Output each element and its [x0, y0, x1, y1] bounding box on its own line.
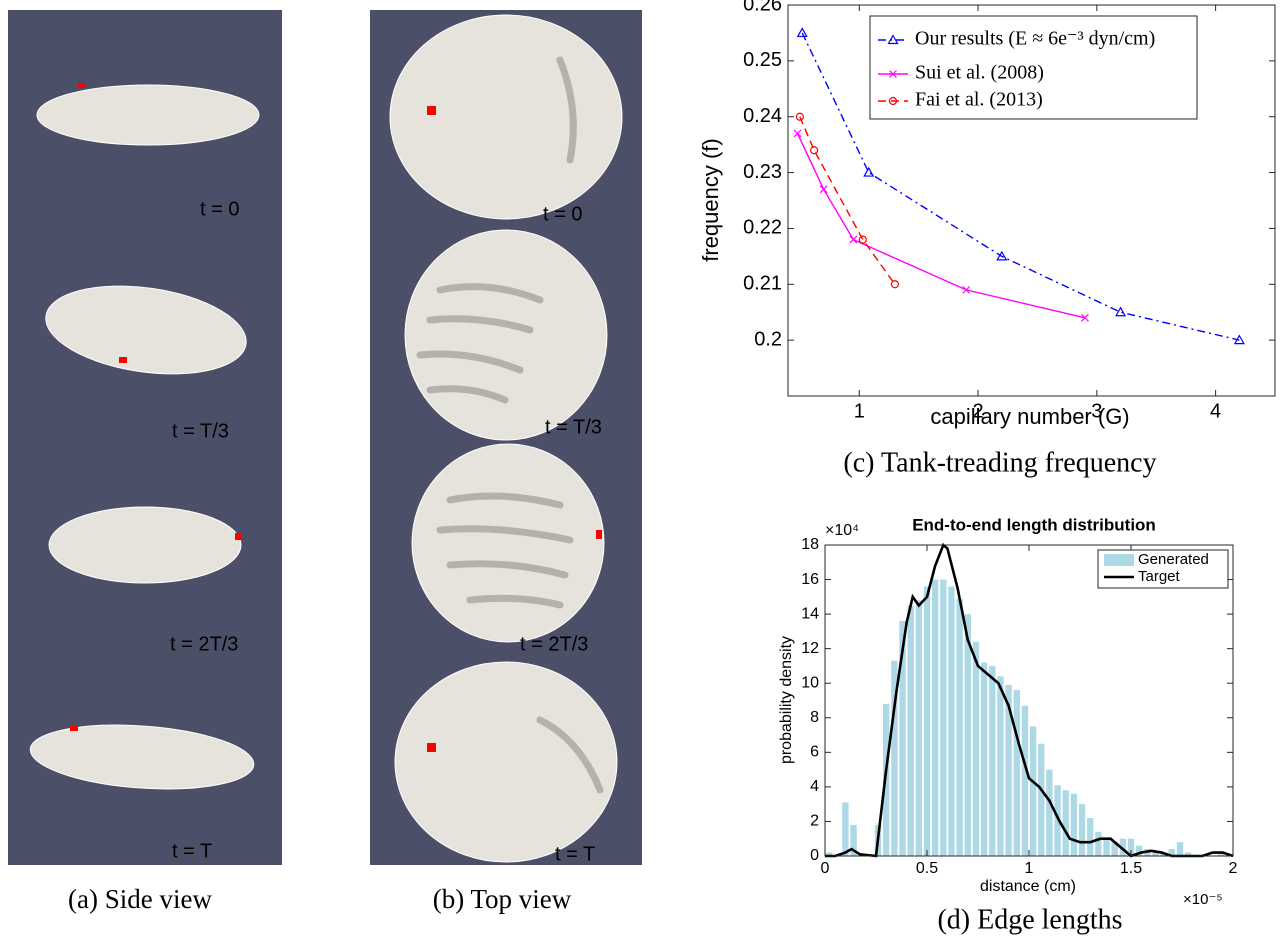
cell: [49, 507, 241, 583]
histogram-bar: [924, 586, 930, 856]
x-tick-label: 0.5: [916, 860, 938, 877]
figure: t = 0 t = T/3 t = 2T/3 t = T t = 0 t = T…: [0, 0, 1286, 940]
y-tick-label: 8: [810, 709, 819, 726]
time-label: t = T: [172, 840, 212, 862]
y-tick-label: 12: [801, 640, 819, 657]
page: {"panels": [ {"caption": "(a) Side view"…: [0, 0, 1286, 940]
caption: (d) Edge lengths: [937, 904, 1122, 935]
caption: (b) Top view: [433, 884, 572, 914]
x-tick-label: 2: [1229, 860, 1238, 877]
tracer: [235, 533, 241, 540]
histogram-bar: [1079, 804, 1085, 856]
caption: (c) Tank-treading frequency: [843, 447, 1156, 478]
histogram-bar: [989, 666, 995, 856]
histogram-bar: [1030, 726, 1036, 856]
y-tick-label: 0.25: [743, 49, 782, 71]
cell: [412, 444, 604, 642]
chart-title: End-to-end length distribution: [912, 515, 1156, 534]
x-tick-label: 4: [1210, 400, 1221, 422]
tracer: [427, 106, 436, 115]
y-tick-label: 0.26: [743, 0, 782, 15]
histogram-bar: [997, 676, 1003, 856]
y-tick-label: 0.24: [743, 105, 782, 127]
histogram-bar: [956, 599, 962, 856]
legend-label: Sui et al. (2008): [915, 62, 1044, 84]
histogram-bar: [1095, 832, 1101, 856]
legend-label: Fai et al. (2013): [915, 89, 1043, 111]
x-axis-label: distance (cm): [980, 878, 1076, 895]
y-axis-label: frequency (f): [698, 138, 723, 262]
y-tick-label: 14: [801, 605, 819, 622]
time-label: t = T/3: [172, 420, 229, 442]
x-tick-label: 0: [821, 860, 830, 877]
histogram-bar: [916, 600, 922, 856]
tracer: [70, 726, 78, 731]
tracer: [78, 83, 86, 88]
tracer: [427, 743, 436, 752]
histogram-bar: [1014, 690, 1020, 856]
cell: [405, 230, 607, 440]
y-tick-label: 0.22: [743, 217, 782, 239]
caption: (a) Side view: [68, 884, 212, 914]
histogram-bar: [932, 580, 938, 856]
legend-label: Our results (E ≈ 6e⁻³ dyn/cm): [915, 28, 1155, 50]
tracer: [119, 357, 127, 363]
y-tick-label: 0: [810, 847, 819, 864]
time-label: t = 2T/3: [520, 633, 588, 655]
histogram-bar: [1103, 839, 1109, 856]
histogram-bar: [1087, 818, 1093, 856]
x-multiplier: ×10⁻⁵: [1183, 891, 1223, 908]
x-tick-label: 1: [854, 400, 865, 422]
y-axis-label: probability density: [778, 636, 795, 764]
y-tick-label: 6: [810, 744, 819, 761]
y-multiplier: ×10⁴: [825, 522, 859, 539]
histogram-bar: [1177, 842, 1183, 856]
y-tick-label: 16: [801, 571, 819, 588]
x-axis-label: capillary number (G): [930, 404, 1129, 429]
time-label: t = T: [555, 843, 595, 865]
histogram-bar: [842, 802, 848, 856]
x-tick-label: 1: [1025, 860, 1034, 877]
tracer: [596, 530, 602, 539]
y-tick-label: 0.23: [743, 161, 782, 183]
histogram-bar: [981, 662, 987, 856]
time-label: t = 0: [543, 203, 582, 225]
histogram-bar: [973, 642, 979, 856]
legend-label: Generated: [1138, 551, 1209, 568]
time-label: t = 2T/3: [170, 633, 238, 655]
histogram-bar: [1063, 790, 1069, 856]
histogram-bar: [908, 605, 914, 856]
y-tick-label: 10: [801, 674, 819, 691]
histogram-bar: [1022, 706, 1028, 856]
y-tick-label: 2: [810, 813, 819, 830]
cell: [390, 15, 622, 219]
legend-swatch: [1104, 554, 1134, 566]
y-tick-label: 4: [810, 778, 819, 795]
time-label: t = T/3: [545, 416, 602, 438]
histogram-bar: [1046, 770, 1052, 856]
histogram-bar: [1071, 794, 1077, 856]
legend-label: Target: [1138, 568, 1181, 585]
histogram-bar: [1038, 744, 1044, 856]
cell: [37, 85, 259, 145]
histogram-bar: [940, 580, 946, 856]
y-tick-label: 0.21: [743, 273, 782, 295]
histogram-bar: [948, 586, 954, 856]
y-tick-label: 18: [801, 536, 819, 553]
histogram-bar: [965, 614, 971, 856]
y-tick-label: 0.2: [754, 328, 782, 350]
x-tick-label: 1.5: [1120, 860, 1142, 877]
time-label: t = 0: [200, 198, 239, 220]
